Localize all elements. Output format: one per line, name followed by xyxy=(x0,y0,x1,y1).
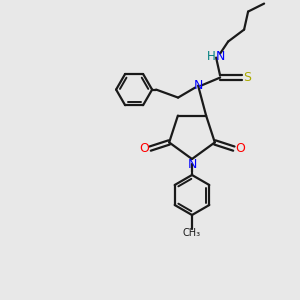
Text: H: H xyxy=(207,50,215,63)
Text: O: O xyxy=(139,142,149,155)
Text: N: N xyxy=(187,158,197,170)
Text: O: O xyxy=(235,142,245,155)
Text: S: S xyxy=(243,71,251,84)
Text: N: N xyxy=(215,50,225,63)
Text: CH₃: CH₃ xyxy=(183,228,201,238)
Text: N: N xyxy=(194,79,203,92)
